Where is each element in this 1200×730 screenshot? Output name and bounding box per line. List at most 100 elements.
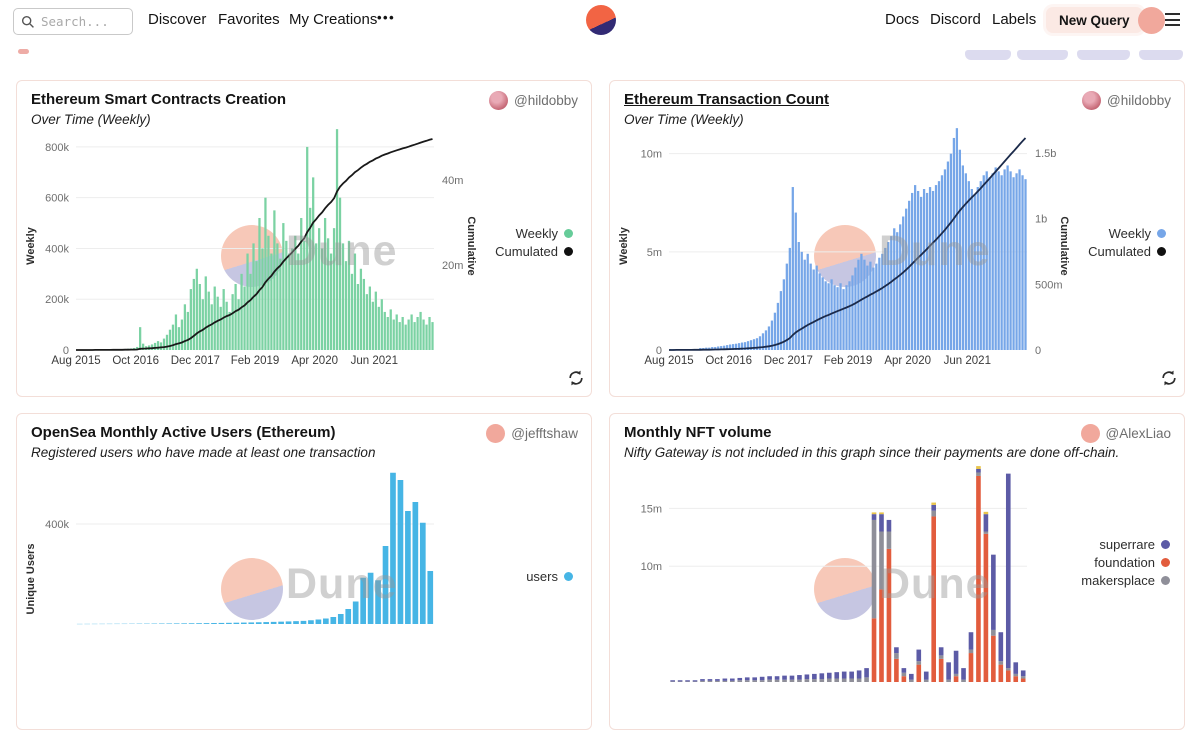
svg-text:20m: 20m [442, 260, 463, 272]
legend-label: foundation [1094, 555, 1155, 570]
search-icon [21, 15, 35, 29]
cutoff-tag-pill [1077, 50, 1130, 60]
refresh-icon[interactable] [1159, 368, 1179, 388]
legend-item[interactable]: Cumulated [495, 244, 573, 259]
svg-text:10m: 10m [641, 149, 662, 161]
legend-label: Cumulated [1088, 244, 1151, 259]
svg-text:200k: 200k [45, 294, 69, 306]
legend-dot [1157, 247, 1166, 256]
nav-favorites[interactable]: Favorites [218, 11, 280, 28]
author-link[interactable]: @AlexLiao [1081, 424, 1172, 443]
svg-text:5m: 5m [647, 247, 662, 259]
card-title[interactable]: Ethereum Transaction Count [624, 91, 829, 108]
legend-label: Weekly [516, 226, 558, 241]
new-query-button[interactable]: New Query [1046, 7, 1143, 33]
legend-label: Weekly [1109, 226, 1151, 241]
chart-legend: superrare foundation makersplace [1081, 537, 1170, 588]
chart-legend: Weekly Cumulated [1088, 226, 1166, 259]
legend-label: makersplace [1081, 573, 1155, 588]
legend-item[interactable]: Weekly [1109, 226, 1166, 241]
card-subtitle: Over Time (Weekly) [31, 112, 577, 127]
hamburger-menu-icon[interactable] [1165, 13, 1180, 30]
card-subtitle: Registered users who have made at least … [31, 445, 577, 460]
legend-label: superrare [1099, 537, 1155, 552]
svg-text:Oct 2016: Oct 2016 [112, 355, 159, 367]
legend-item[interactable]: superrare [1099, 537, 1170, 552]
legend-label: Cumulated [495, 244, 558, 259]
author-handle: @AlexLiao [1106, 426, 1172, 441]
svg-text:Weekly: Weekly [25, 226, 37, 265]
nav-discord[interactable]: Discord [930, 11, 981, 28]
nav-docs[interactable]: Docs [885, 11, 919, 28]
search-input[interactable]: Search... [13, 8, 133, 35]
chart-legend: Weekly Cumulated [495, 226, 573, 259]
svg-text:15m: 15m [641, 503, 662, 515]
author-link[interactable]: @hildobby [489, 91, 578, 110]
author-avatar [489, 91, 508, 110]
author-handle: @hildobby [514, 93, 578, 108]
svg-text:500m: 500m [1035, 279, 1063, 291]
author-avatar [486, 424, 505, 443]
legend-item[interactable]: users [526, 569, 573, 584]
author-avatar [1081, 424, 1100, 443]
author-handle: @hildobby [1107, 93, 1171, 108]
svg-text:1b: 1b [1035, 214, 1047, 226]
dune-logo[interactable] [586, 5, 616, 35]
svg-text:Apr 2020: Apr 2020 [291, 355, 338, 367]
legend-dot [1161, 576, 1170, 585]
svg-text:Weekly: Weekly [618, 226, 630, 265]
svg-text:800k: 800k [45, 142, 69, 154]
svg-text:400k: 400k [45, 243, 69, 255]
navbar: Search... Discover Favorites My Creation… [0, 0, 1200, 40]
card-subtitle: Nifty Gateway is not included in this gr… [624, 445, 1170, 460]
svg-text:Cumulative: Cumulative [465, 216, 477, 275]
svg-text:1.5b: 1.5b [1035, 148, 1056, 160]
card-title[interactable]: Monthly NFT volume [624, 424, 772, 441]
svg-text:Cumulative: Cumulative [1058, 216, 1070, 275]
nav-discover[interactable]: Discover [148, 11, 206, 28]
legend-dot [1157, 229, 1166, 238]
card-subtitle: Over Time (Weekly) [624, 112, 1170, 127]
cutoff-tag-pill [965, 50, 1011, 60]
svg-text:Feb 2019: Feb 2019 [231, 355, 280, 367]
legend-item[interactable]: Cumulated [1088, 244, 1166, 259]
legend-item[interactable]: makersplace [1081, 573, 1170, 588]
cutoff-tag-pill [1139, 50, 1183, 60]
svg-text:Dec 2017: Dec 2017 [171, 355, 220, 367]
legend-dot [564, 247, 573, 256]
svg-text:10m: 10m [641, 561, 662, 573]
chart-legend: users [526, 569, 573, 584]
svg-text:Aug 2015: Aug 2015 [644, 355, 693, 367]
legend-item[interactable]: Weekly [516, 226, 573, 241]
author-link[interactable]: @jefftshaw [486, 424, 578, 443]
svg-text:Oct 2016: Oct 2016 [705, 355, 752, 367]
cutoff-pink-element [18, 49, 29, 54]
legend-item[interactable]: foundation [1094, 555, 1170, 570]
legend-dot [564, 229, 573, 238]
legend-label: users [526, 569, 558, 584]
refresh-icon[interactable] [566, 368, 586, 388]
svg-text:Feb 2019: Feb 2019 [824, 355, 873, 367]
legend-dot [1161, 558, 1170, 567]
author-handle: @jefftshaw [511, 426, 578, 441]
legend-dot [564, 572, 573, 581]
author-link[interactable]: @hildobby [1082, 91, 1171, 110]
svg-text:400k: 400k [45, 519, 69, 531]
card-title[interactable]: Ethereum Smart Contracts Creation [31, 91, 286, 108]
svg-text:Jun 2021: Jun 2021 [944, 355, 991, 367]
author-avatar [1082, 91, 1101, 110]
nav-labels[interactable]: Labels [992, 11, 1036, 28]
card-title[interactable]: OpenSea Monthly Active Users (Ethereum) [31, 424, 336, 441]
more-menu-icon[interactable]: ••• [377, 10, 395, 25]
nav-my-creations[interactable]: My Creations [289, 11, 377, 28]
svg-text:40m: 40m [442, 175, 463, 187]
search-placeholder: Search... [41, 14, 109, 29]
user-avatar[interactable] [1138, 7, 1165, 34]
svg-text:Apr 2020: Apr 2020 [884, 355, 931, 367]
svg-text:600k: 600k [45, 193, 69, 205]
